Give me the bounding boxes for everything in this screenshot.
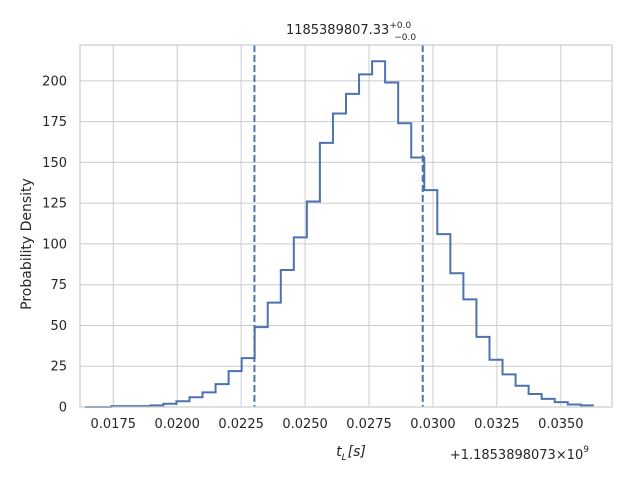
x-axis-ticks: 0.0175 0.0200 0.0225 0.0250 0.0275 0.0300 0.03… — [91, 417, 584, 432]
y-tick-label: 25 — [50, 360, 67, 375]
x-tick-label: 0.0250 — [282, 417, 328, 432]
plot-frame — [79, 44, 613, 408]
x-tick-label: 0.0225 — [218, 417, 264, 432]
axes-border — [79, 44, 613, 408]
x-tick-label: 0.0200 — [154, 417, 200, 432]
grid-lines — [80, 45, 612, 408]
x-axis-label: tL[s] — [336, 444, 366, 463]
x-tick-label: 0.0325 — [474, 417, 520, 432]
x-tick-label: 0.0275 — [346, 417, 392, 432]
y-tick-label: 200 — [42, 74, 67, 89]
x-tick-label: 0.0300 — [410, 417, 456, 432]
y-tick-label: 50 — [50, 319, 67, 334]
x-tick-label: 0.0175 — [91, 417, 137, 432]
x-axis-offset-label: +1.1853898073×109 — [450, 445, 589, 463]
histogram-step-line — [85, 60, 594, 408]
y-tick-label: 75 — [50, 278, 67, 293]
x-tick-label: 0.0350 — [538, 417, 584, 432]
y-tick-label: 150 — [42, 156, 67, 171]
credible-interval-lines — [253, 45, 424, 407]
y-tick-label: 100 — [42, 237, 67, 252]
y-tick-label: 175 — [42, 115, 67, 130]
y-tick-label: 125 — [42, 197, 67, 212]
y-tick-label: 0 — [59, 401, 67, 416]
y-axis-ticks: 0 25 50 75 100 125 150 175 200 — [42, 74, 67, 415]
y-axis-label: Probability Density — [19, 178, 35, 310]
histogram-series — [85, 60, 594, 408]
chart-title: 1185389807.33+0.0 −0.0 — [286, 21, 416, 43]
